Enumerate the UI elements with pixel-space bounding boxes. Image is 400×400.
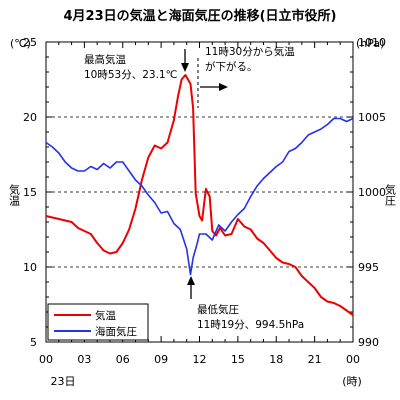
y-left-tick-label-20: 20 xyxy=(23,111,37,124)
annotation-min-detail: 11時19分、994.5hPa xyxy=(197,319,304,331)
chart-title: 4月23日の気温と海面気圧の推移(日立市役所) xyxy=(63,8,336,24)
arrow-right-icon xyxy=(200,83,228,91)
y-right-tick-label-1010: 1010 xyxy=(358,36,386,49)
x-tick-label-6: 18 xyxy=(269,353,283,366)
y-right-tick-label-990: 990 xyxy=(358,336,379,349)
y-left-tick-label-10: 10 xyxy=(23,261,37,274)
y-right-tick-label-1005: 1005 xyxy=(358,111,386,124)
x-tick-label-0: 00 xyxy=(39,353,53,366)
legend-label-temperature: 気温 xyxy=(95,309,116,322)
legend: 気温 海面気圧 xyxy=(47,303,149,341)
right-axis-unit: (hPa) xyxy=(356,37,384,50)
series-line-pressure xyxy=(45,117,354,276)
annotation-min-title: 最低気圧 xyxy=(197,303,239,316)
right-axis-label: 気圧 xyxy=(384,183,397,207)
legend-label-pressure: 海面気圧 xyxy=(95,325,137,338)
y-right-tick-label-1000: 1000 xyxy=(358,186,386,199)
series-line-temperature xyxy=(45,74,354,316)
x-tick-label-7: 21 xyxy=(308,353,322,366)
x-tick-label-3: 09 xyxy=(154,353,168,366)
y-left-tick-label-5: 5 xyxy=(30,336,37,349)
left-axis-unit: (℃) xyxy=(10,37,31,50)
arrow-up-icon xyxy=(187,276,195,299)
annotation-max-detail: 10時53分、23.1℃ xyxy=(84,69,177,81)
series-layer xyxy=(45,74,354,316)
tick-label-layer: 00 03 06 09 12 15 18 21 005101520259909951000100… xyxy=(23,36,386,366)
annotation-drop-line1: 11時30分から気温 xyxy=(205,45,295,58)
annotation-drop-line2: が下がる。 xyxy=(205,60,258,73)
x-axis-unit: (時) xyxy=(342,375,362,388)
x-tick-label-1: 03 xyxy=(77,353,91,366)
x-tick-label-2: 06 xyxy=(116,353,130,366)
left-axis-label: 気温 xyxy=(8,183,21,206)
y-left-tick-label-25: 25 xyxy=(23,36,37,49)
grid-layer xyxy=(46,116,353,268)
x-date-label: 23日 xyxy=(51,375,76,388)
y-right-tick-label-995: 995 xyxy=(358,261,379,274)
x-tick-label-4: 12 xyxy=(193,353,207,366)
x-tick-label-5: 15 xyxy=(231,353,245,366)
y-left-tick-label-15: 15 xyxy=(23,186,37,199)
annotation-max-title: 最高気温 xyxy=(84,53,126,66)
arrow-down-icon xyxy=(181,49,189,72)
legend-box xyxy=(47,303,149,341)
x-tick-label-8: 00 xyxy=(346,353,360,366)
